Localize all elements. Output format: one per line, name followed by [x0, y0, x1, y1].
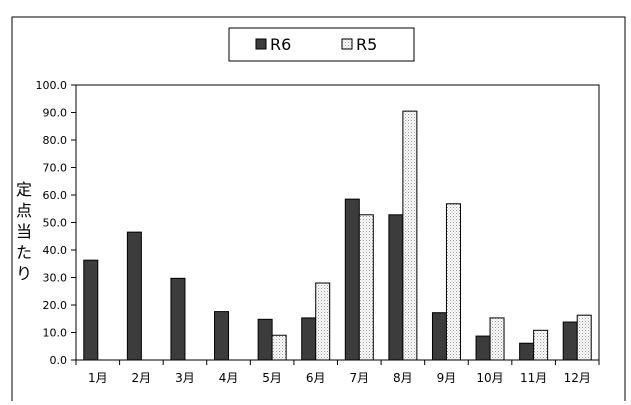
bar-r6-8 — [388, 214, 404, 361]
y-tick-label: 90.0 — [43, 107, 68, 120]
y-tick-label: 60.0 — [43, 189, 68, 202]
y-tick-label: 30.0 — [43, 272, 68, 285]
bar-r6-10 — [475, 335, 491, 361]
bar-r6-11 — [519, 342, 535, 361]
x-tick-label: 2月 — [132, 371, 152, 385]
legend-swatch-r6 — [255, 38, 267, 50]
bar-r6-6 — [301, 317, 317, 361]
y-tick-label: 40.0 — [43, 244, 68, 257]
legend-label-r6: R6 — [270, 35, 291, 54]
y-tick-label: 100.0 — [36, 79, 68, 92]
x-tick-label: 10月 — [476, 371, 503, 385]
bar-r5-10 — [489, 317, 505, 361]
y-tick-label: 70.0 — [43, 162, 68, 175]
bar-r6-9 — [431, 312, 447, 361]
y-axis-label-char: 当 — [16, 222, 32, 241]
x-tick-label: 8月 — [393, 371, 413, 385]
x-tick-label: 5月 — [262, 371, 282, 385]
y-tick-label: 50.0 — [43, 217, 68, 230]
y-tick-label: 0.0 — [50, 354, 68, 367]
tick-labels: 0.0 10.0 20.0 30.0 40.0 50.0 60.0 70.0 80.0 90.0 1… — [36, 79, 591, 385]
bar-r6-7 — [344, 198, 360, 361]
bar-r6-12 — [562, 321, 578, 361]
y-tick-label: 10.0 — [43, 327, 68, 340]
x-tick-label: 11月 — [520, 371, 547, 385]
bar-r5-11 — [533, 329, 549, 361]
bar-r6-4 — [214, 311, 230, 361]
bar-r6-3 — [170, 277, 186, 361]
bar-r5-12 — [576, 314, 592, 361]
bar-r5-8 — [402, 110, 418, 361]
legend-label-r5: R5 — [356, 35, 377, 54]
bars — [83, 110, 592, 361]
y-axis-label-char: た — [16, 243, 32, 262]
y-axis-label-char: 定 — [16, 180, 32, 199]
y-tick-label: 20.0 — [43, 299, 68, 312]
x-tick-label: 12月 — [564, 371, 591, 385]
x-tick-label: 1月 — [88, 371, 108, 385]
bar-r6-2 — [126, 231, 142, 361]
x-tick-label: 9月 — [437, 371, 457, 385]
axes — [71, 84, 600, 365]
bar-r6-1 — [83, 259, 99, 361]
y-axis-label-char: 点 — [16, 201, 32, 220]
legend-swatch-r5 — [341, 38, 353, 50]
bar-r5-6 — [315, 282, 331, 361]
x-tick-label: 3月 — [175, 371, 195, 385]
x-tick-label: 4月 — [219, 371, 239, 385]
bar-r5-5 — [271, 334, 287, 361]
bar-r5-9 — [445, 203, 461, 361]
x-tick-label: 7月 — [349, 371, 369, 385]
y-tick-label: 80.0 — [43, 134, 68, 147]
y-axis-label-char: り — [16, 264, 32, 283]
bar-r6-5 — [257, 318, 273, 361]
bar-r5-7 — [358, 214, 374, 361]
x-tick-label: 6月 — [306, 371, 326, 385]
